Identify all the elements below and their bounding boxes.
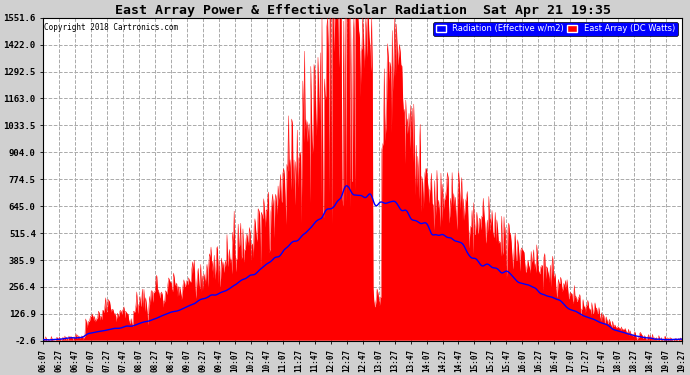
Legend: Radiation (Effective w/m2), East Array (DC Watts): Radiation (Effective w/m2), East Array (… xyxy=(433,22,678,36)
Text: Copyright 2018 Cartronics.com: Copyright 2018 Cartronics.com xyxy=(44,22,178,32)
Title: East Array Power & Effective Solar Radiation  Sat Apr 21 19:35: East Array Power & Effective Solar Radia… xyxy=(115,3,611,16)
